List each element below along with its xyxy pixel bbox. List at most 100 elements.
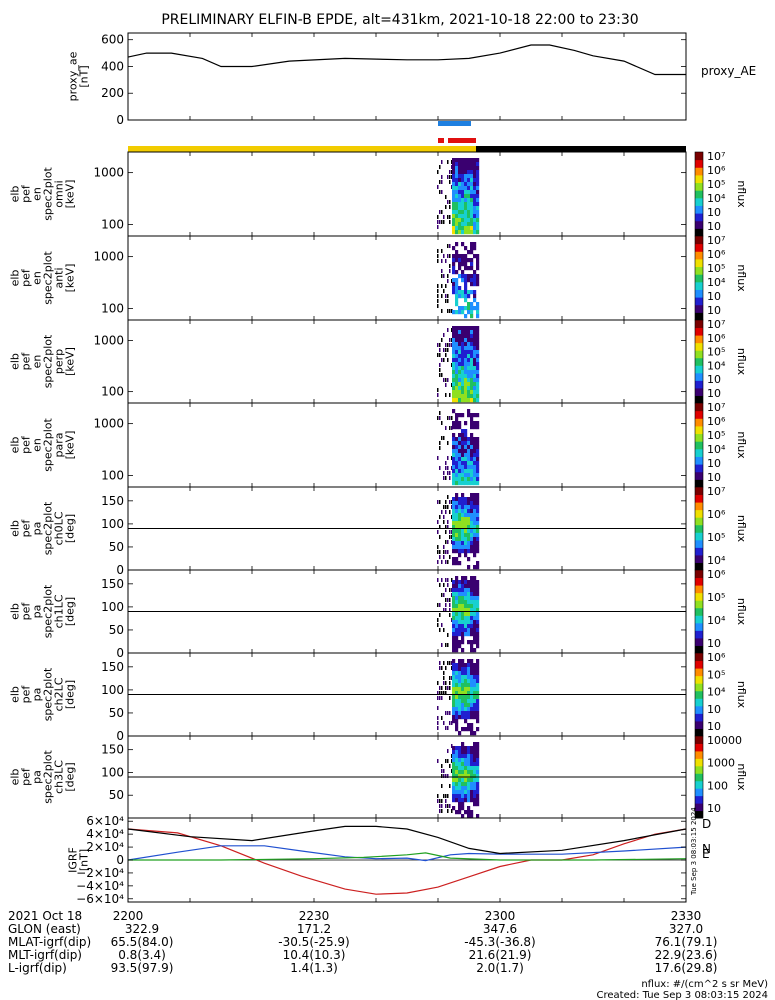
- spec-cell-8: [476, 798, 479, 802]
- spec-cell-8: [467, 758, 470, 762]
- spec-cell-7: [441, 716, 443, 720]
- colorbar-segment-2-10: [695, 236, 703, 244]
- spec-cell-2: [461, 290, 464, 294]
- spec-cell-5: [473, 541, 476, 545]
- spec-cell-1: [467, 186, 470, 190]
- spec-cell-4: [439, 411, 441, 415]
- colorbar-tick-2-0: 10⁷: [707, 234, 725, 247]
- spec-cell-4: [476, 449, 479, 453]
- spec-cell-4: [449, 426, 451, 430]
- spec-cell-1: [476, 218, 479, 222]
- spec-cell-3: [458, 346, 461, 350]
- spec-cell-3: [473, 382, 476, 386]
- spec-cell-4: [445, 426, 447, 430]
- spec-cell-4: [452, 469, 455, 473]
- spec-cell-6: [452, 580, 455, 584]
- spec-cell-2: [467, 290, 470, 294]
- spec-cell-3: [452, 334, 455, 338]
- colorbar-segment-3-4: [695, 365, 703, 373]
- spec-cell-8: [458, 778, 461, 782]
- colorbar-segment-5-1: [695, 555, 703, 563]
- spec-cell-6: [470, 604, 473, 608]
- spec-cell-8: [458, 798, 461, 802]
- spec-cell-3: [476, 370, 479, 374]
- spec-cell-2: [464, 274, 467, 278]
- spec-cell-3: [470, 398, 473, 402]
- spec-cell-6: [470, 640, 473, 644]
- spec-cell-5: [455, 549, 458, 553]
- spec-cell-3: [455, 342, 458, 346]
- spec-cell-8: [473, 790, 476, 794]
- spec-cell-8: [473, 746, 476, 750]
- spec-cell-6: [455, 640, 458, 644]
- spec-cell-3: [464, 362, 467, 366]
- spec-cell-4: [447, 441, 449, 445]
- spec-cell-1: [470, 202, 473, 206]
- spec-cell-3: [458, 338, 461, 342]
- spec-cell-4: [458, 469, 461, 473]
- ytick-label-7-2: 50: [109, 706, 124, 720]
- ytick-label-1-1: 100: [101, 217, 124, 231]
- spec-cell-4: [476, 437, 479, 441]
- spec-cell-2: [470, 278, 473, 282]
- colorbar-segment-5-5: [695, 525, 703, 533]
- spec-cell-6: [476, 584, 479, 588]
- spec-cell-6: [443, 593, 445, 597]
- colorbar-tick-5-2: 10⁵: [707, 531, 725, 544]
- spec-cell-2: [467, 258, 470, 262]
- side-stamp: Tue Sep 3 08:03:15 2024: [690, 807, 698, 896]
- spec-cell-5: [476, 561, 479, 565]
- spec-cell-2: [437, 249, 439, 253]
- spec-cell-3: [449, 393, 451, 397]
- spec-cell-1: [461, 206, 464, 210]
- spec-cell-1: [455, 210, 458, 214]
- spec-cell-8: [452, 798, 455, 802]
- spec-cell-6: [473, 648, 476, 652]
- spec-cell-1: [464, 214, 467, 218]
- colorbar-label-2: nflux: [735, 264, 748, 292]
- spec-cell-4: [455, 425, 458, 429]
- spec-cell-6: [452, 588, 455, 592]
- spec-cell-5: [461, 497, 464, 501]
- spec-cell-1: [461, 166, 464, 170]
- spec-cell-5: [461, 505, 464, 509]
- spec-cell-5: [458, 529, 461, 533]
- spec-cell-1: [464, 158, 467, 162]
- spec-cell-6: [467, 612, 470, 616]
- spec-cell-5: [452, 549, 455, 553]
- spec-cell-5: [458, 505, 461, 509]
- spec-cell-3: [467, 374, 470, 378]
- spec-cell-6: [452, 596, 455, 600]
- colorbar-segment-5-3: [695, 540, 703, 548]
- spec-cell-3: [473, 374, 476, 378]
- spec-cell-8: [455, 766, 458, 770]
- igrf-series-3: [128, 826, 686, 853]
- spec-cell-6: [455, 612, 458, 616]
- colorbar-tick-3-4: 10⁳: [707, 373, 721, 386]
- spec-cell-6: [476, 580, 479, 584]
- spec-cell-8: [458, 750, 461, 754]
- spec-cell-8: [455, 758, 458, 762]
- spec-cell-1: [461, 170, 464, 174]
- spec-cell-2: [455, 290, 458, 294]
- footer-mlt-0: 0.8(3.4): [118, 948, 166, 962]
- colorbar-segment-8-8: [695, 751, 703, 759]
- spec-cell-5: [461, 533, 464, 537]
- spec-cell-7: [447, 726, 449, 730]
- colorbar-label-5: nflux: [735, 515, 748, 543]
- spec-cell-4: [476, 469, 479, 473]
- spec-cell-7: [461, 695, 464, 699]
- spec-cell-7: [449, 676, 451, 680]
- colorbar-segment-5-6: [695, 517, 703, 525]
- spec-cell-3: [470, 394, 473, 398]
- spec-cell-1: [464, 198, 467, 202]
- spec-cell-4: [464, 477, 467, 481]
- spec-cell-7: [437, 681, 439, 685]
- spec-cell-2: [458, 258, 461, 262]
- spec-cell-8: [461, 754, 464, 758]
- footer-l-2: 2.0(1.7): [476, 961, 524, 975]
- spec-cell-7: [449, 681, 451, 685]
- spec-cell-5: [455, 521, 458, 525]
- colorbar-tick-2-3: 10⁴: [707, 276, 726, 289]
- spec-cell-3: [467, 386, 470, 390]
